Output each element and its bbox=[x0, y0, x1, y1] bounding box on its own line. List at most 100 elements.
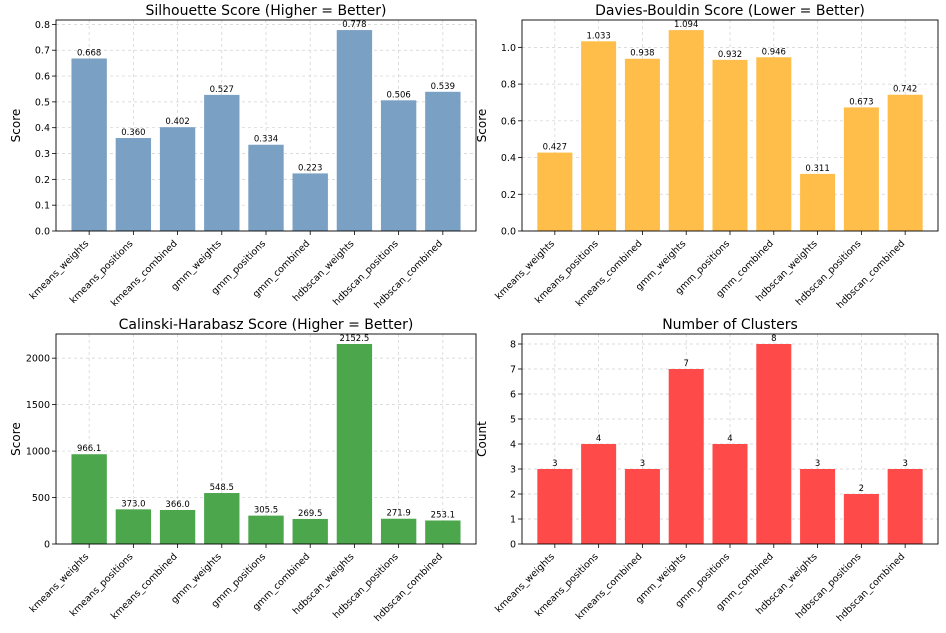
bar-gmm_positions bbox=[248, 144, 284, 231]
bar-value-label: 0.539 bbox=[431, 82, 455, 92]
bar-kmeans_weights bbox=[537, 152, 573, 231]
bar-value-label: 2 bbox=[859, 484, 864, 494]
bar-gmm_weights bbox=[668, 30, 704, 232]
y-tick-label: 2 bbox=[510, 490, 516, 501]
y-tick-label: 0.7 bbox=[35, 46, 50, 57]
y-tick-label: 0.1 bbox=[35, 201, 50, 212]
bar-value-label: 3 bbox=[815, 459, 820, 469]
bar-value-label: 3 bbox=[902, 459, 907, 469]
bar-value-label: 0.938 bbox=[630, 49, 654, 59]
bar-hdbscan_combined bbox=[887, 94, 923, 231]
bar-gmm_weights bbox=[668, 369, 704, 544]
chart-title: Silhouette Score (Higher = Better) bbox=[146, 3, 387, 19]
chart-title: Davies-Bouldin Score (Lower = Better) bbox=[595, 3, 865, 19]
bar-value-label: 966.1 bbox=[77, 444, 101, 454]
y-tick-label: 0.8 bbox=[501, 80, 516, 91]
bar-value-label: 0.668 bbox=[77, 48, 101, 58]
chart-title: Number of Clusters bbox=[662, 317, 798, 333]
chart-panel-0: 0.668 0.360 0.402 0.527 0.334 0.223 0.778 0.506… bbox=[9, 3, 477, 311]
y-tick-label: 0 bbox=[44, 540, 50, 551]
bar-gmm_combined bbox=[292, 173, 328, 231]
bar-value-label: 7 bbox=[683, 359, 688, 369]
bar-value-label: 366.0 bbox=[165, 500, 189, 510]
y-tick-label: 1500 bbox=[26, 400, 50, 411]
y-tick-label: 8 bbox=[510, 340, 516, 351]
bar-value-label: 0.427 bbox=[543, 143, 567, 153]
bar-kmeans_positions bbox=[115, 509, 152, 544]
y-tick-label: 7 bbox=[510, 365, 516, 376]
chart-title: Calinski-Harabasz Score (Higher = Better… bbox=[119, 317, 414, 333]
bar-value-label: 3 bbox=[640, 459, 645, 469]
bar-value-label: 1.033 bbox=[586, 31, 610, 41]
bar-hdbscan_weights bbox=[800, 173, 836, 231]
y-tick-label: 1.0 bbox=[501, 43, 516, 54]
bar-gmm_positions bbox=[712, 59, 748, 232]
bar-gmm_combined bbox=[756, 57, 792, 231]
bar-value-label: 4 bbox=[596, 434, 601, 444]
bar-value-label: 548.5 bbox=[210, 483, 234, 493]
bar-value-label: 0.223 bbox=[298, 163, 322, 173]
bar-kmeans_weights bbox=[537, 469, 573, 544]
y-tick-label: 1000 bbox=[26, 447, 50, 458]
bar-hdbscan_positions bbox=[380, 518, 417, 544]
bar-hdbscan_combined bbox=[425, 91, 461, 231]
y-tick-label: 500 bbox=[32, 493, 50, 504]
bar-gmm_combined bbox=[292, 518, 328, 544]
y-tick-label: 3 bbox=[510, 465, 516, 476]
bar-value-label: 0.334 bbox=[254, 135, 278, 145]
chart-panel-1: 0.427 1.033 0.938 1.094 0.932 0.946 0.311 0.673… bbox=[475, 3, 939, 311]
bar-value-label: 305.5 bbox=[254, 506, 278, 516]
bar-value-label: 0.360 bbox=[121, 128, 145, 138]
bar-kmeans_positions bbox=[115, 138, 152, 231]
bar-value-label: 0.742 bbox=[893, 85, 917, 95]
bar-value-label: 0.673 bbox=[849, 97, 873, 107]
y-axis-label: Score bbox=[9, 109, 23, 143]
bar-value-label: 1.094 bbox=[674, 20, 698, 30]
y-tick-label: 0.4 bbox=[35, 123, 50, 134]
bar-hdbscan_combined bbox=[425, 520, 461, 544]
bar-hdbscan_weights bbox=[336, 30, 373, 231]
bar-value-label: 0.402 bbox=[165, 117, 189, 127]
y-tick-label: 0 bbox=[510, 540, 516, 551]
y-axis-label: Score bbox=[9, 422, 23, 456]
bar-value-label: 271.9 bbox=[386, 509, 410, 519]
bar-kmeans_combined bbox=[159, 509, 196, 544]
bar-hdbscan_positions bbox=[843, 107, 879, 231]
y-tick-label: 0.2 bbox=[501, 190, 516, 201]
bar-kmeans_combined bbox=[624, 469, 660, 544]
bar-value-label: 0.311 bbox=[805, 164, 829, 174]
bar-value-label: 8 bbox=[771, 334, 776, 344]
chart-panel-3: 343748323012345678kmeans_weightskmeans_p… bbox=[475, 317, 939, 624]
bar-value-label: 253.1 bbox=[431, 510, 455, 520]
y-tick-label: 0.5 bbox=[35, 97, 50, 108]
bar-gmm_positions bbox=[712, 444, 748, 544]
y-tick-label: 0.2 bbox=[35, 175, 50, 186]
y-axis-label: Score bbox=[475, 109, 489, 143]
chart-panel-2: 966.1 373.0 366.0 548.5 305.5 269.5 2152.5 271.… bbox=[9, 317, 477, 624]
bar-kmeans_combined bbox=[624, 58, 660, 232]
y-tick-label: 1 bbox=[510, 515, 516, 526]
bar-kmeans_positions bbox=[581, 444, 617, 544]
y-tick-label: 0.8 bbox=[35, 20, 50, 31]
bar-hdbscan_weights bbox=[336, 343, 373, 544]
bar-value-label: 3 bbox=[552, 459, 557, 469]
bar-gmm_weights bbox=[204, 94, 240, 231]
y-tick-label: 2000 bbox=[26, 354, 50, 365]
bar-value-label: 0.932 bbox=[718, 50, 742, 60]
y-axis-label: Count bbox=[475, 421, 489, 457]
bar-hdbscan_positions bbox=[843, 494, 879, 544]
y-tick-label: 5 bbox=[510, 415, 516, 426]
y-tick-label: 0.4 bbox=[501, 153, 516, 164]
y-tick-label: 6 bbox=[510, 390, 516, 401]
bar-gmm_combined bbox=[756, 344, 792, 544]
y-tick-label: 0.3 bbox=[35, 149, 50, 160]
bar-kmeans_weights bbox=[71, 454, 107, 544]
bar-gmm_weights bbox=[204, 493, 240, 544]
bar-kmeans_weights bbox=[71, 58, 107, 231]
y-tick-label: 0.0 bbox=[35, 227, 50, 238]
bar-value-label: 0.527 bbox=[210, 85, 234, 95]
bar-hdbscan_weights bbox=[800, 469, 836, 544]
bar-hdbscan_positions bbox=[380, 100, 417, 231]
y-tick-label: 4 bbox=[510, 440, 516, 451]
